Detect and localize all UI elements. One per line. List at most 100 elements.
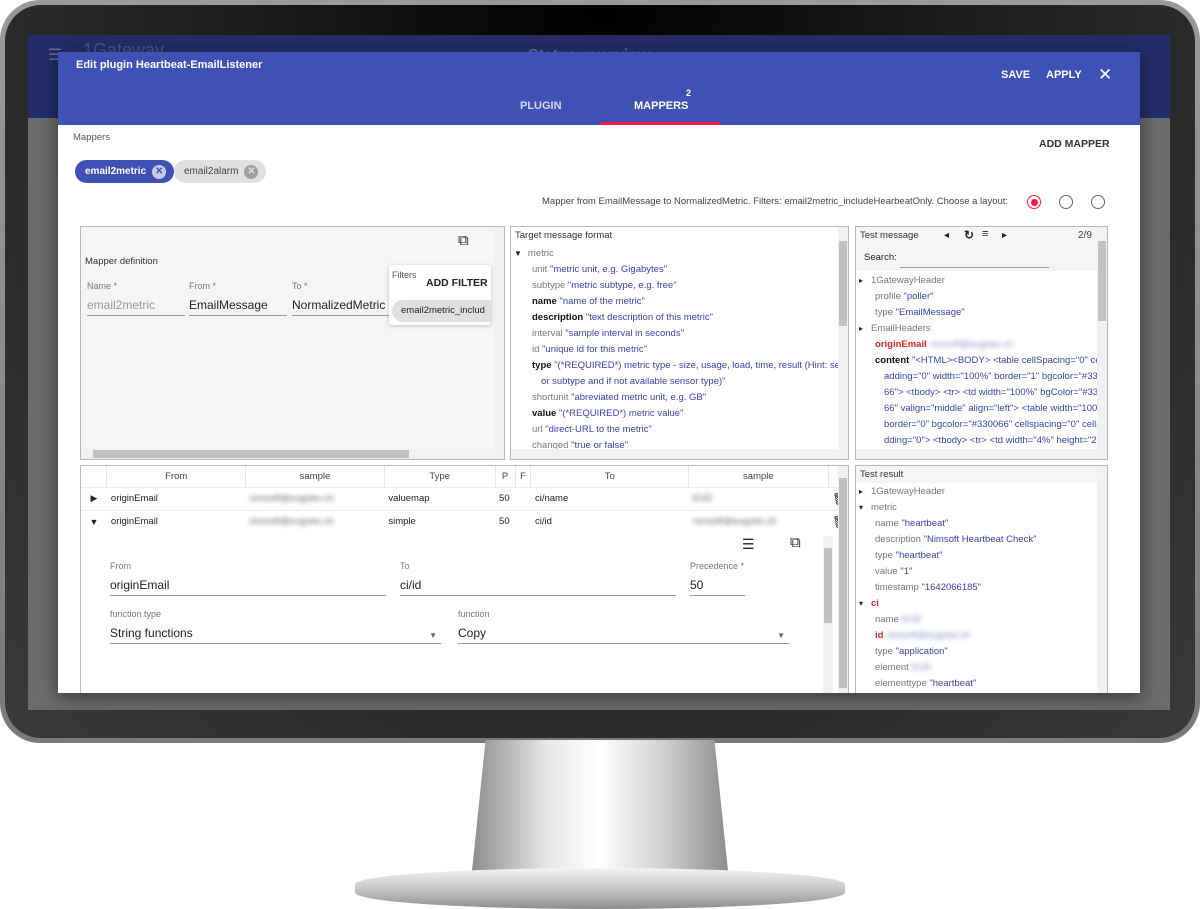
search-input[interactable] [900, 252, 1049, 268]
col-to-sample[interactable]: sample [688, 466, 829, 487]
col-f[interactable]: F [515, 466, 532, 487]
cell-sample: nimsoft@eugster.ch [245, 509, 385, 533]
add-filter-button[interactable]: ADD FILTER [426, 277, 488, 289]
field-value: "<HTML><BODY> <table cellSpacing="0" cel… [911, 355, 1108, 366]
expand-icon[interactable]: ▸ [859, 487, 864, 496]
tree-row: description "text description of this me… [514, 310, 848, 326]
function-type-select[interactable]: function type String functions ▼ [110, 609, 441, 644]
vertical-scrollbar[interactable] [838, 227, 848, 459]
horizontal-scrollbar[interactable] [81, 449, 504, 459]
mapper-chip-email2alarm[interactable]: email2alarm ✕ [174, 160, 267, 183]
refresh-icon[interactable]: ↻ [964, 228, 975, 242]
col-sample[interactable]: sample [245, 466, 385, 487]
function-select[interactable]: function Copy ▼ [458, 609, 789, 644]
test-result-tree: ▸ 1GatewayHeader ▾ metric name "heartbeat" de… [856, 483, 1107, 692]
add-mapper-button[interactable]: ADD MAPPER [1039, 138, 1110, 150]
vertical-scrollbar[interactable] [838, 466, 848, 693]
apply-button[interactable]: APPLY [1046, 69, 1082, 81]
cell-p: 50 [495, 486, 516, 510]
detail-to-field[interactable]: To ci/id [400, 561, 676, 596]
field-value: "heartbeat" [901, 518, 949, 529]
test-result-panel: Test result ▸ 1GatewayHeader ▾ metric name "… [855, 465, 1108, 693]
col-from[interactable]: From [106, 466, 247, 487]
dialog-header: Edit plugin Heartbeat-EmailListener SAVE… [58, 52, 1140, 125]
message-counter: 2/9 [1078, 230, 1092, 241]
col-p[interactable]: P [495, 466, 516, 487]
tree-row: changed "true or false" [514, 438, 848, 454]
vertical-scrollbar[interactable] [1097, 466, 1107, 693]
list-icon[interactable]: ≡ [982, 228, 989, 240]
detail-from-field[interactable]: From originEmail [110, 561, 386, 596]
tree-row: timestamp "1642066185" [859, 580, 1107, 596]
name-field[interactable]: Name * email2metric [87, 281, 185, 316]
horizontal-scrollbar[interactable] [511, 449, 848, 459]
field-value: "metric subtype, e.g. free" [567, 280, 677, 291]
tree-row: name EUD [859, 612, 1107, 628]
field-key: id [532, 344, 540, 355]
tree-row[interactable]: ▸ 1GatewayHeader [859, 484, 1107, 500]
field-value: nimsoft@eugster.ch [886, 630, 971, 641]
layout-radio-3[interactable] [1091, 195, 1105, 209]
next-icon[interactable]: ▸ [1002, 230, 1008, 241]
expand-icon[interactable]: ▶ [81, 486, 107, 510]
detail-scrollbar[interactable] [823, 536, 833, 693]
tree-row: type "(*REQUIRED*) metric type - size, u… [514, 358, 848, 374]
tree-row[interactable]: ▸ EmailHeaders [859, 321, 1107, 337]
tree-row[interactable]: ▾ ci [859, 596, 1107, 612]
cell-p: 50 [495, 509, 516, 533]
from-field[interactable]: From * EmailMessage [189, 281, 287, 316]
remove-chip-icon[interactable]: ✕ [152, 164, 167, 179]
col-to[interactable]: To [530, 466, 689, 487]
filter-icon[interactable]: ☰ [742, 536, 755, 552]
vertical-scrollbar[interactable] [1097, 227, 1107, 459]
name-label: Name * [87, 281, 118, 291]
table-row[interactable]: ▼ originEmail nimsoft@eugster.ch simple 50 ci… [81, 509, 848, 533]
tab-plugin[interactable]: PLUGIN [520, 100, 562, 112]
add-box-icon[interactable]: ⧉ [790, 534, 801, 551]
tree-row: profile "poller" [859, 289, 1107, 305]
layout-radio-1[interactable] [1027, 195, 1041, 209]
active-tab-indicator [600, 122, 720, 125]
cell-to_sample: EUD [688, 486, 829, 510]
table-row[interactable]: ▶ originEmail nimsoft@eugster.ch valuemap 50… [81, 486, 848, 510]
test-message-title: Test message [860, 230, 919, 241]
tree-node[interactable]: ▼ metric [514, 246, 848, 262]
layout-radio-2[interactable] [1059, 195, 1073, 209]
collapse-icon[interactable]: ▾ [859, 599, 864, 608]
chip-label: email2metric [85, 166, 147, 177]
field-key: name [875, 614, 899, 625]
add-box-icon[interactable]: ⧉ [458, 232, 469, 249]
filter-chip[interactable]: email2metric_includ [392, 300, 491, 322]
tree-row: content "<HTML><BODY> <table cellSpacing… [859, 353, 1107, 369]
precedence-label: Precedence * [690, 561, 745, 571]
cell-f [515, 486, 531, 510]
field-value: "unique id for this metric" [542, 344, 648, 355]
mapping-table: From sample Type P F To sample ▶ originEm… [81, 466, 848, 533]
mappers-label: Mappers [73, 132, 110, 143]
dropdown-arrow-icon: ▼ [429, 631, 437, 640]
chip-label: email2alarm [184, 166, 239, 177]
to-field[interactable]: To * NormalizedMetric [292, 281, 390, 316]
precedence-field[interactable]: Precedence * 50 [690, 561, 745, 596]
detail-from-value: originEmail [110, 574, 386, 596]
monitor-base [355, 868, 845, 909]
col-type[interactable]: Type [384, 466, 496, 487]
collapse-icon[interactable]: ▼ [81, 509, 107, 533]
remove-chip-icon[interactable]: ✕ [244, 164, 259, 179]
field-key: 1GatewayHeader [871, 275, 945, 286]
horizontal-scrollbar[interactable] [856, 449, 1107, 459]
vertical-scrollbar[interactable] [494, 227, 504, 449]
close-icon[interactable]: ✕ [1098, 65, 1113, 84]
field-key: changed [532, 440, 569, 451]
expand-icon[interactable]: ▸ [859, 324, 864, 333]
tree-row[interactable]: ▸ 1GatewayHeader [859, 273, 1107, 289]
tab-mappers[interactable]: MAPPERS [634, 100, 689, 112]
expand-icon[interactable]: ▼ [514, 249, 522, 258]
mapper-chip-email2metric[interactable]: email2metric ✕ [75, 160, 175, 183]
save-button[interactable]: SAVE [1001, 69, 1031, 81]
previous-icon[interactable]: ◂ [944, 230, 950, 241]
tree-row[interactable]: ▾ metric [859, 500, 1107, 516]
collapse-icon[interactable]: ▾ [859, 503, 864, 512]
to-value: NormalizedMetric [292, 294, 390, 316]
expand-icon[interactable]: ▸ [859, 276, 864, 285]
